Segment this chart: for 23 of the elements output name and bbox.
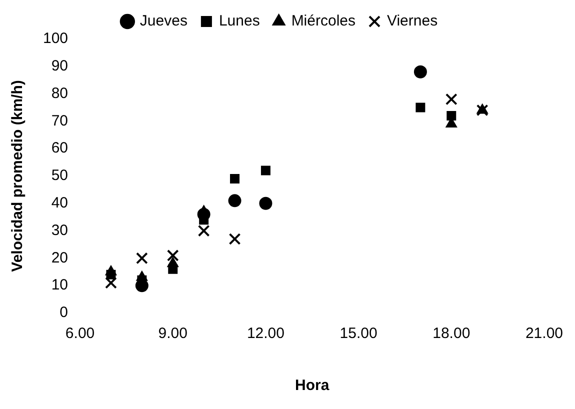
legend-label: Jueves (140, 12, 188, 30)
x-tick-label: 6.00 (65, 325, 95, 342)
y-tick-label: 30 (51, 222, 68, 239)
legend-label: Lunes (218, 12, 260, 30)
y-tick-label: 100 (42, 30, 68, 48)
x-tick-label: 18.00 (432, 325, 470, 342)
y-tick-label: 80 (51, 84, 68, 102)
y-axis-title: Velocidad promedio (km/h) (9, 80, 26, 272)
y-tick-label: 40 (51, 194, 68, 212)
x-tick-label: 15.00 (340, 325, 378, 342)
legend-label: Viernes (386, 12, 438, 30)
y-tick-label: 70 (51, 112, 68, 130)
y-tick-label: 0 (60, 304, 68, 322)
x-axis-title: Hora (295, 377, 330, 394)
y-tick-label: 20 (51, 249, 68, 266)
y-tick-label: 50 (51, 167, 68, 184)
x-tick-label: 9.00 (158, 325, 188, 342)
legend-label: Miércoles (291, 12, 356, 30)
y-tick-label: 10 (51, 276, 68, 294)
y-tick-label: 60 (51, 140, 68, 157)
x-tick-label: 12.00 (246, 325, 284, 342)
y-tick-label: 90 (51, 58, 68, 75)
x-tick-label: 21.00 (525, 325, 564, 342)
